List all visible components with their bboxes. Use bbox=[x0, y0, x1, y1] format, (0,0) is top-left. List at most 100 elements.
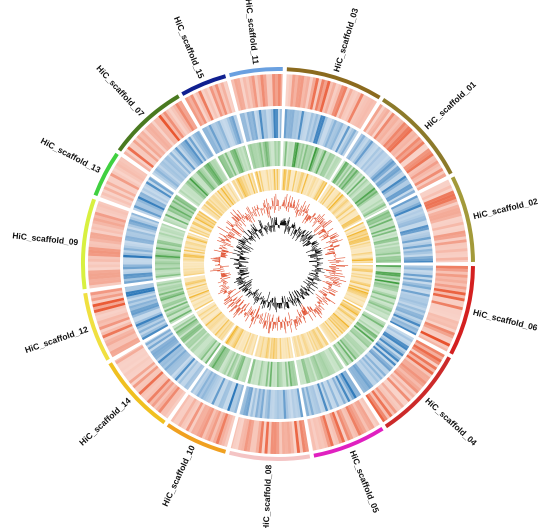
heat-stripe bbox=[190, 404, 208, 435]
heat-stripe bbox=[203, 88, 219, 119]
track-line bbox=[246, 204, 263, 223]
heat-stripe bbox=[246, 173, 255, 195]
heat-stripe bbox=[243, 333, 253, 354]
track-heatmap bbox=[190, 367, 245, 414]
heat-stripe bbox=[254, 388, 262, 418]
heat-stripe bbox=[208, 161, 224, 184]
heat-stripe bbox=[386, 185, 413, 202]
heat-stripe bbox=[302, 76, 311, 109]
heat-stripe bbox=[435, 278, 468, 284]
heat-stripe bbox=[348, 178, 368, 198]
heat-stripe bbox=[207, 199, 224, 215]
heat-stripe bbox=[167, 352, 190, 375]
heat-stripe bbox=[183, 267, 205, 271]
heat-stripe bbox=[124, 242, 154, 249]
heat-stripe bbox=[191, 133, 210, 160]
heat-stripe bbox=[346, 289, 368, 299]
heat-stripe bbox=[340, 169, 359, 190]
heat-stripe bbox=[338, 373, 355, 400]
heat-stripe bbox=[360, 397, 380, 427]
heat-stripe bbox=[278, 109, 281, 139]
heat-stripe bbox=[351, 253, 373, 257]
heat-stripe bbox=[159, 344, 183, 366]
heat-stripe bbox=[295, 335, 302, 357]
heat-stripe bbox=[217, 120, 231, 149]
heat-stripe bbox=[129, 216, 159, 228]
track-background bbox=[124, 282, 169, 341]
heat-stripe bbox=[239, 176, 249, 197]
heat-stripe bbox=[300, 144, 309, 170]
heat-stripe bbox=[194, 172, 213, 192]
heat-stripe bbox=[342, 217, 362, 229]
heat-stripe bbox=[270, 169, 274, 191]
heat-stripe bbox=[147, 332, 174, 351]
signal-spikes bbox=[305, 243, 324, 264]
heat-stripe bbox=[322, 154, 336, 178]
heat-stripe bbox=[145, 181, 172, 199]
heat-stripe bbox=[168, 308, 192, 321]
heat-stripe bbox=[370, 348, 394, 370]
heat-stripe bbox=[252, 420, 260, 453]
heat-stripe bbox=[295, 171, 302, 193]
heat-stripe bbox=[160, 387, 183, 415]
heat-stripe bbox=[305, 332, 315, 353]
heat-stripe bbox=[283, 169, 287, 191]
heat-stripe bbox=[307, 386, 317, 415]
heat-stripe bbox=[287, 74, 293, 107]
heat-stripe bbox=[322, 381, 336, 409]
heat-stripe bbox=[375, 275, 401, 281]
heat-stripe bbox=[326, 379, 340, 408]
heat-stripe bbox=[185, 280, 207, 288]
scaffold-label: HiC_scaffold_05 bbox=[348, 449, 382, 514]
heat-stripe bbox=[312, 115, 324, 144]
heat-stripe bbox=[161, 160, 185, 182]
heat-stripe bbox=[313, 180, 325, 200]
heat-stripe bbox=[366, 305, 390, 318]
heat-stripe bbox=[149, 122, 173, 148]
heat-stripe bbox=[328, 316, 345, 334]
heat-stripe bbox=[356, 321, 378, 338]
heat-stripe bbox=[108, 334, 138, 353]
heat-stripe bbox=[102, 188, 133, 204]
heat-stripe bbox=[144, 328, 170, 344]
scaffold-label: HiC_scaffold_08 bbox=[261, 464, 274, 528]
heat-stripe bbox=[266, 169, 270, 191]
heat-stripe bbox=[88, 255, 121, 260]
heat-stripe bbox=[238, 331, 249, 351]
heat-stripe bbox=[238, 146, 249, 172]
heat-stripe bbox=[411, 162, 441, 182]
heat-stripe bbox=[379, 118, 402, 145]
heat-stripe bbox=[397, 302, 426, 314]
heat-stripe bbox=[403, 265, 433, 269]
heat-stripe bbox=[434, 236, 467, 244]
heat-stripe bbox=[258, 421, 265, 454]
heat-stripe bbox=[347, 288, 368, 298]
heat-stripe bbox=[103, 186, 134, 202]
heat-stripe bbox=[329, 196, 346, 212]
heat-stripe bbox=[407, 155, 436, 176]
heat-stripe bbox=[153, 118, 177, 145]
heat-stripe bbox=[349, 94, 367, 125]
heat-stripe bbox=[157, 235, 183, 243]
heat-stripe bbox=[278, 141, 280, 167]
heat-stripe bbox=[355, 362, 376, 387]
heat-stripe bbox=[431, 297, 464, 308]
heat-stripe bbox=[226, 151, 239, 176]
heat-stripe bbox=[184, 276, 206, 282]
heat-stripe bbox=[160, 292, 185, 302]
heat-stripe bbox=[335, 125, 351, 153]
heat-stripe bbox=[226, 117, 238, 146]
track-heatmap bbox=[154, 223, 186, 280]
heat-stripe bbox=[381, 175, 407, 194]
heat-stripe bbox=[211, 346, 227, 369]
heat-stripe bbox=[371, 110, 393, 138]
heat-stripe bbox=[355, 322, 377, 340]
heat-stripe bbox=[375, 268, 401, 272]
track-line bbox=[295, 228, 318, 247]
heat-stripe bbox=[275, 74, 278, 107]
scaffold-band bbox=[117, 94, 180, 152]
heat-stripe bbox=[374, 343, 398, 365]
heat-stripe bbox=[131, 304, 160, 316]
heat-stripe bbox=[316, 151, 329, 175]
heat-stripe bbox=[336, 409, 351, 441]
